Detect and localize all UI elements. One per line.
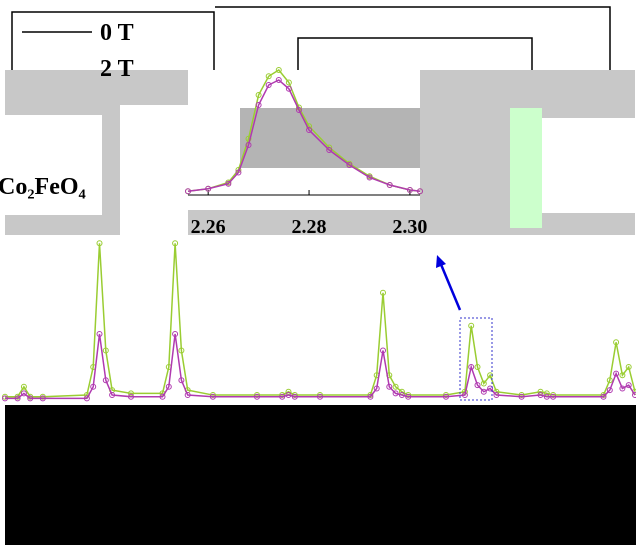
glitch-block xyxy=(240,108,420,168)
glitch-block xyxy=(510,108,542,228)
glitch-block xyxy=(0,115,102,215)
glitch-block xyxy=(5,405,636,545)
legend-label: 0 T xyxy=(100,20,134,46)
x-tick-label: 2.28 xyxy=(292,216,327,238)
annotation: Co₂FeO₄ xyxy=(0,174,86,200)
legend-label: 2 T xyxy=(100,56,134,82)
glitch-block xyxy=(542,118,636,213)
x-tick-label: 2.30 xyxy=(392,216,427,238)
glitch-block xyxy=(120,105,188,240)
x-tick-label: 2.26 xyxy=(191,216,226,238)
